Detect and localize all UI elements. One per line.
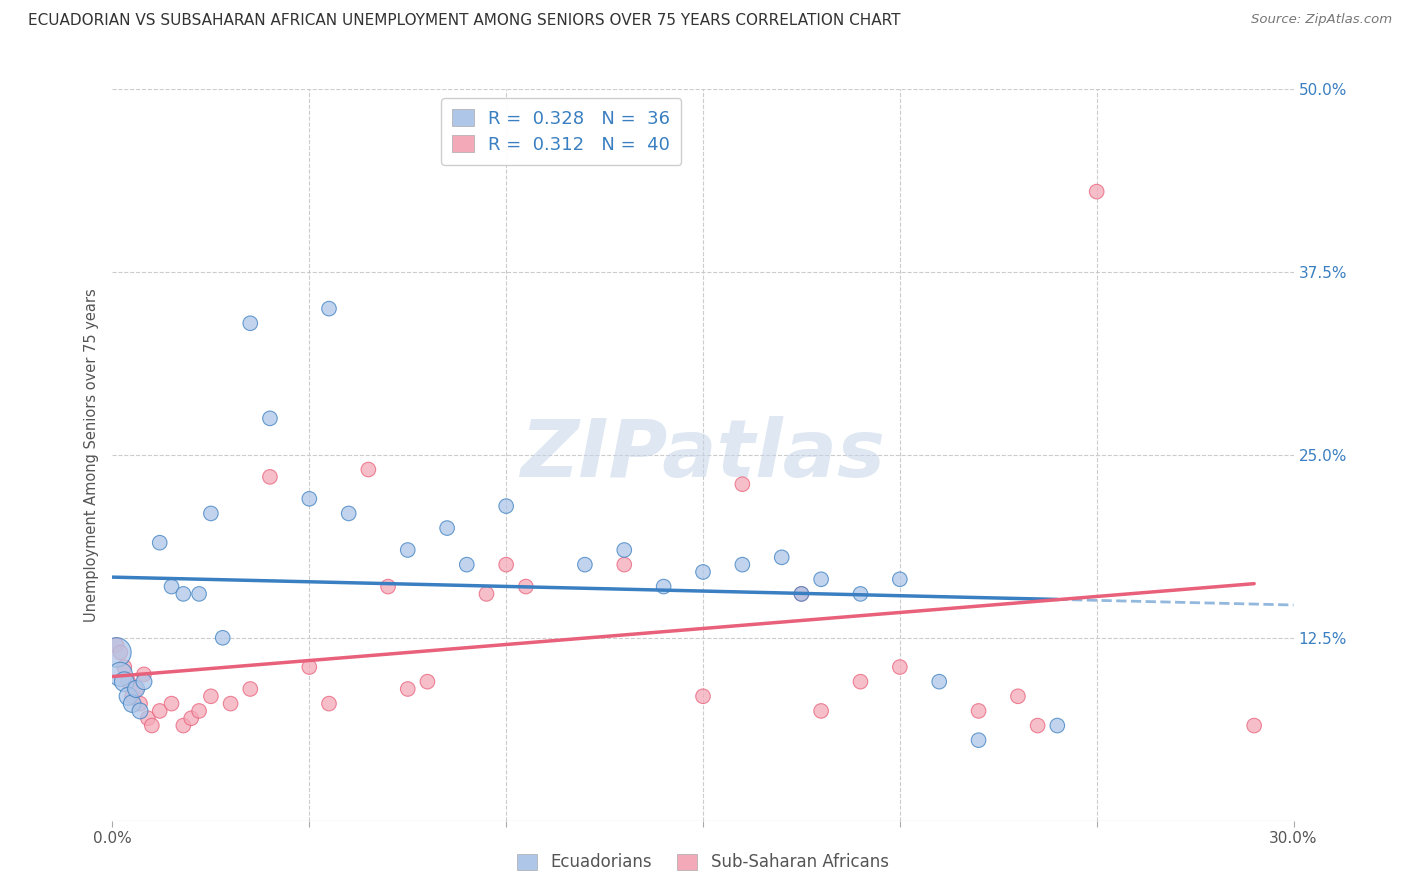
Point — [318, 697, 340, 711]
Point — [889, 660, 911, 674]
Point — [928, 674, 950, 689]
Point — [121, 697, 143, 711]
Point — [188, 587, 211, 601]
Point — [456, 558, 478, 572]
Point — [849, 587, 872, 601]
Point — [1026, 718, 1049, 732]
Point — [298, 660, 321, 674]
Point — [790, 587, 813, 601]
Point — [239, 681, 262, 696]
Point — [475, 587, 498, 601]
Legend: Ecuadorians, Sub-Saharan Africans: Ecuadorians, Sub-Saharan Africans — [510, 847, 896, 878]
Point — [889, 572, 911, 586]
Point — [112, 660, 135, 674]
Point — [810, 704, 832, 718]
Text: ECUADORIAN VS SUBSAHARAN AFRICAN UNEMPLOYMENT AMONG SENIORS OVER 75 YEARS CORREL: ECUADORIAN VS SUBSAHARAN AFRICAN UNEMPLO… — [28, 13, 901, 29]
Point — [770, 550, 793, 565]
Point — [574, 558, 596, 572]
Point — [117, 690, 139, 704]
Point — [125, 681, 148, 696]
Point — [121, 690, 143, 704]
Point — [132, 674, 155, 689]
Point — [298, 491, 321, 506]
Point — [357, 462, 380, 476]
Point — [110, 667, 132, 681]
Point — [495, 499, 517, 513]
Point — [141, 718, 163, 732]
Text: Source: ZipAtlas.com: Source: ZipAtlas.com — [1251, 13, 1392, 27]
Point — [731, 558, 754, 572]
Point — [160, 580, 183, 594]
Point — [1085, 185, 1108, 199]
Point — [172, 718, 194, 732]
Point — [436, 521, 458, 535]
Point — [613, 543, 636, 558]
Point — [211, 631, 233, 645]
Point — [337, 507, 360, 521]
Point — [129, 704, 152, 718]
Point — [200, 507, 222, 521]
Point — [1046, 718, 1069, 732]
Point — [318, 301, 340, 316]
Point — [613, 558, 636, 572]
Point — [110, 645, 132, 659]
Point — [259, 470, 281, 484]
Y-axis label: Unemployment Among Seniors over 75 years: Unemployment Among Seniors over 75 years — [84, 288, 100, 622]
Point — [692, 690, 714, 704]
Point — [1243, 718, 1265, 732]
Point — [790, 587, 813, 601]
Point — [129, 697, 152, 711]
Point — [125, 681, 148, 696]
Point — [160, 697, 183, 711]
Point — [810, 572, 832, 586]
Point — [396, 681, 419, 696]
Point — [172, 587, 194, 601]
Point — [396, 543, 419, 558]
Point — [416, 674, 439, 689]
Point — [117, 674, 139, 689]
Point — [377, 580, 399, 594]
Point — [849, 674, 872, 689]
Point — [105, 638, 128, 652]
Point — [515, 580, 537, 594]
Point — [1007, 690, 1029, 704]
Text: ZIPatlas: ZIPatlas — [520, 416, 886, 494]
Point — [219, 697, 242, 711]
Point — [105, 645, 128, 659]
Point — [200, 690, 222, 704]
Point — [136, 711, 159, 725]
Point — [112, 674, 135, 689]
Point — [692, 565, 714, 579]
Point — [149, 535, 172, 549]
Point — [132, 667, 155, 681]
Point — [180, 711, 202, 725]
Point — [652, 580, 675, 594]
Point — [259, 411, 281, 425]
Point — [188, 704, 211, 718]
Point — [731, 477, 754, 491]
Point — [149, 704, 172, 718]
Point — [239, 316, 262, 330]
Point — [495, 558, 517, 572]
Point — [967, 733, 990, 747]
Point — [967, 704, 990, 718]
